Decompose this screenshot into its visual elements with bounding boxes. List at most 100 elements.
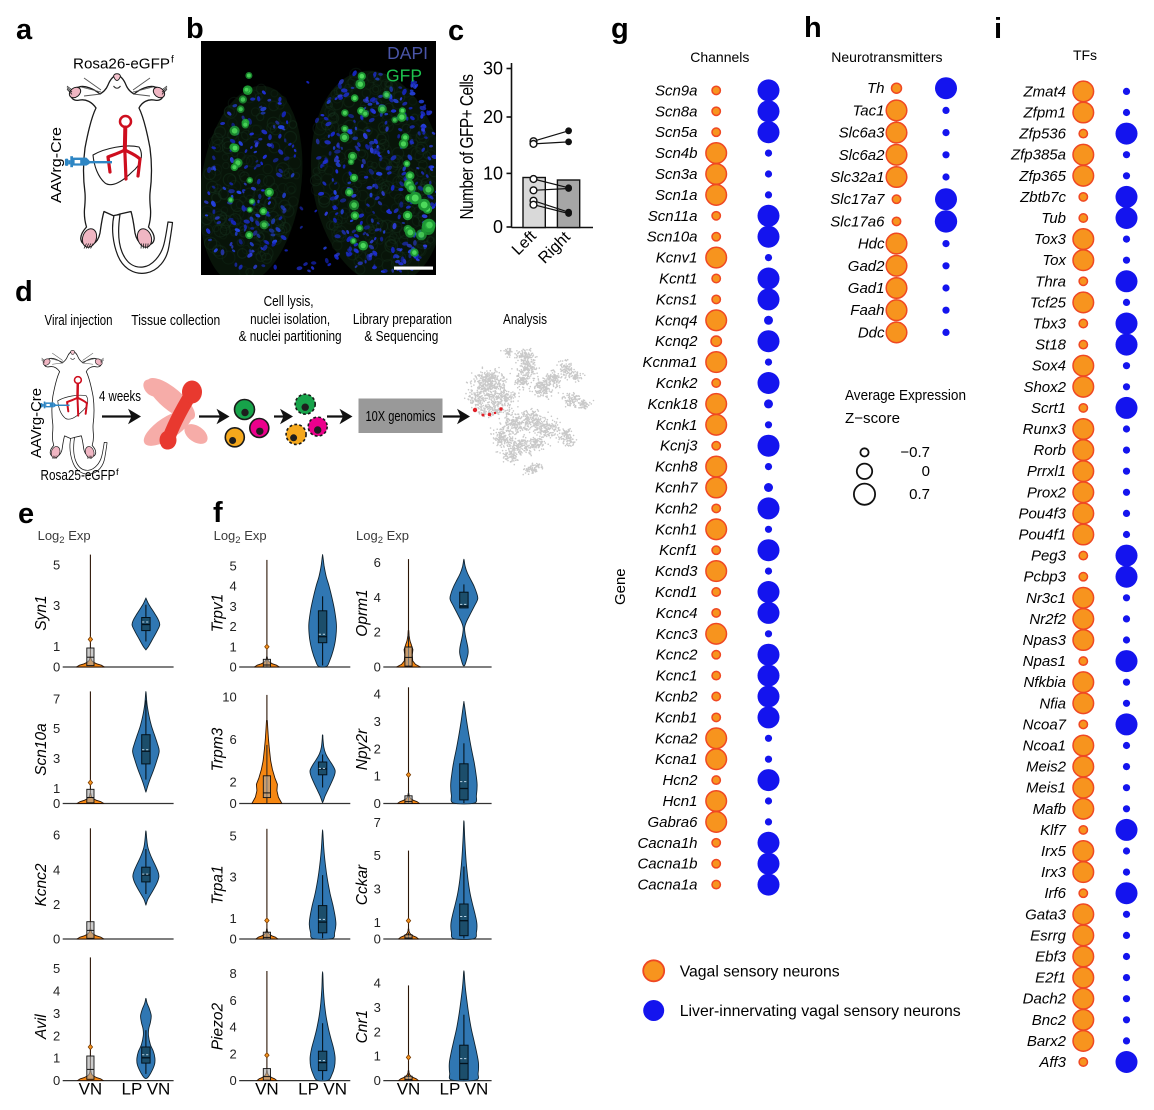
svg-text:g: g (611, 13, 629, 45)
svg-text:LP VN: LP VN (298, 1080, 347, 1099)
svg-text:Npas3: Npas3 (1023, 632, 1067, 649)
svg-text:Trpm3: Trpm3 (210, 727, 227, 771)
svg-text:Scrt1: Scrt1 (1031, 400, 1066, 417)
svg-text:5: 5 (53, 557, 60, 572)
svg-text:Liver-innervating vagal sensor: Liver-innervating vagal sensory neurons (680, 1003, 961, 1020)
svg-text:e: e (18, 498, 34, 530)
svg-text:Hcn1: Hcn1 (662, 793, 697, 810)
svg-text:Scn8a: Scn8a (655, 103, 698, 120)
svg-text:f: f (213, 497, 223, 529)
svg-text:Oprm1: Oprm1 (354, 589, 371, 636)
svg-text:5: 5 (53, 721, 60, 736)
svg-text:Tissue collection: Tissue collection (131, 313, 220, 329)
svg-text:Kcnc2: Kcnc2 (33, 863, 50, 906)
svg-text:LP VN: LP VN (121, 1080, 170, 1099)
svg-text:VN: VN (79, 1080, 103, 1099)
svg-text:Klf7: Klf7 (1040, 822, 1067, 839)
svg-text:Ddc: Ddc (858, 324, 885, 341)
svg-text:2: 2 (229, 1046, 236, 1061)
svg-text:0: 0 (229, 932, 236, 947)
svg-text:GFP: GFP (386, 66, 422, 86)
svg-text:Pou4f1: Pou4f1 (1018, 527, 1066, 544)
svg-text:Avil: Avil (33, 1014, 50, 1040)
svg-text:6: 6 (229, 993, 236, 1008)
svg-text:VN: VN (255, 1080, 279, 1099)
svg-text:Irx5: Irx5 (1041, 843, 1067, 860)
svg-text:Nr3c1: Nr3c1 (1026, 590, 1066, 607)
svg-text:Cnr1: Cnr1 (354, 1010, 371, 1044)
svg-text:Trpv1: Trpv1 (210, 594, 227, 632)
svg-text:4: 4 (374, 976, 381, 991)
svg-text:2: 2 (53, 1028, 60, 1043)
svg-text:Kcnq2: Kcnq2 (655, 333, 698, 350)
svg-text:& Sequencing: & Sequencing (364, 329, 438, 345)
svg-text:Rorb: Rorb (1033, 442, 1066, 459)
svg-text:3: 3 (374, 714, 381, 729)
svg-text:Ncoa7: Ncoa7 (1023, 716, 1067, 733)
svg-text:Nfkbia: Nfkbia (1023, 674, 1066, 691)
svg-text:Nr2f2: Nr2f2 (1029, 611, 1066, 628)
svg-text:Log2 Exp: Log2 Exp (356, 528, 409, 546)
svg-text:4: 4 (53, 984, 60, 999)
svg-text:Pcbp3: Pcbp3 (1023, 569, 1066, 586)
svg-text:Kcnb2: Kcnb2 (655, 689, 698, 706)
svg-text:Kcnc2: Kcnc2 (656, 647, 698, 664)
svg-text:3: 3 (53, 751, 60, 766)
svg-text:Runx3: Runx3 (1023, 421, 1067, 438)
svg-text:0: 0 (493, 217, 503, 237)
svg-text:Scn10a: Scn10a (33, 723, 50, 776)
svg-text:0: 0 (53, 796, 60, 811)
svg-text:Log2 Exp: Log2 Exp (38, 528, 91, 546)
svg-text:1: 1 (53, 639, 60, 654)
svg-text:5: 5 (53, 961, 60, 976)
svg-text:4: 4 (229, 1020, 236, 1035)
svg-text:Gad2: Gad2 (848, 258, 885, 275)
svg-text:2: 2 (374, 625, 381, 640)
svg-text:TFs: TFs (1073, 47, 1097, 63)
svg-text:Scn9a: Scn9a (655, 82, 698, 99)
svg-text:10: 10 (222, 690, 236, 705)
svg-text:Gad1: Gad1 (848, 280, 885, 297)
svg-text:Viral injection: Viral injection (45, 313, 113, 329)
svg-text:6: 6 (229, 732, 236, 747)
svg-text:Scn4b: Scn4b (655, 145, 698, 162)
svg-text:Kcnh8: Kcnh8 (655, 459, 698, 476)
svg-text:Kcnk1: Kcnk1 (656, 417, 698, 434)
svg-text:Log2 Exp: Log2 Exp (214, 528, 267, 546)
svg-text:Kcnd3: Kcnd3 (655, 563, 698, 580)
svg-text:Tbx3: Tbx3 (1033, 316, 1067, 333)
svg-text:Scn11a: Scn11a (648, 208, 698, 225)
svg-text:20: 20 (483, 107, 503, 127)
svg-text:Cckar: Cckar (354, 864, 371, 905)
svg-text:Kcnv1: Kcnv1 (656, 250, 698, 267)
svg-text:0: 0 (229, 660, 236, 675)
svg-text:Tcf25: Tcf25 (1030, 294, 1067, 311)
svg-text:Zbtb7c: Zbtb7c (1019, 189, 1066, 206)
svg-text:10X genomics: 10X genomics (366, 409, 436, 425)
svg-text:3: 3 (374, 882, 381, 897)
svg-text:b: b (186, 13, 204, 45)
svg-text:Vagal sensory neurons: Vagal sensory neurons (680, 963, 840, 980)
svg-text:7: 7 (374, 815, 381, 830)
svg-text:Zfp385a: Zfp385a (1010, 147, 1066, 164)
svg-text:2: 2 (374, 741, 381, 756)
svg-text:Cacna1h: Cacna1h (637, 835, 697, 852)
svg-text:0: 0 (53, 1073, 60, 1088)
svg-text:i: i (994, 13, 1002, 45)
svg-text:Cacna1b: Cacna1b (637, 856, 697, 873)
svg-text:Kcnh2: Kcnh2 (655, 500, 698, 517)
svg-text:AAVrg-Cre: AAVrg-Cre (48, 127, 65, 203)
svg-text:1: 1 (374, 769, 381, 784)
svg-text:3: 3 (53, 1006, 60, 1021)
svg-text:Kcnk2: Kcnk2 (656, 375, 698, 392)
svg-text:Kcna1: Kcna1 (655, 751, 698, 768)
svg-text:Mafb: Mafb (1033, 801, 1066, 818)
svg-text:3: 3 (229, 870, 236, 885)
svg-text:LP VN: LP VN (439, 1080, 488, 1099)
svg-text:Zmat4: Zmat4 (1022, 83, 1066, 100)
svg-text:10: 10 (483, 163, 503, 183)
svg-text:Irx3: Irx3 (1041, 864, 1067, 881)
svg-text:Slc6a3: Slc6a3 (839, 125, 886, 142)
svg-text:Thra: Thra (1035, 273, 1066, 290)
svg-text:Number of GFP+ Cells: Number of GFP+ Cells (457, 74, 477, 220)
